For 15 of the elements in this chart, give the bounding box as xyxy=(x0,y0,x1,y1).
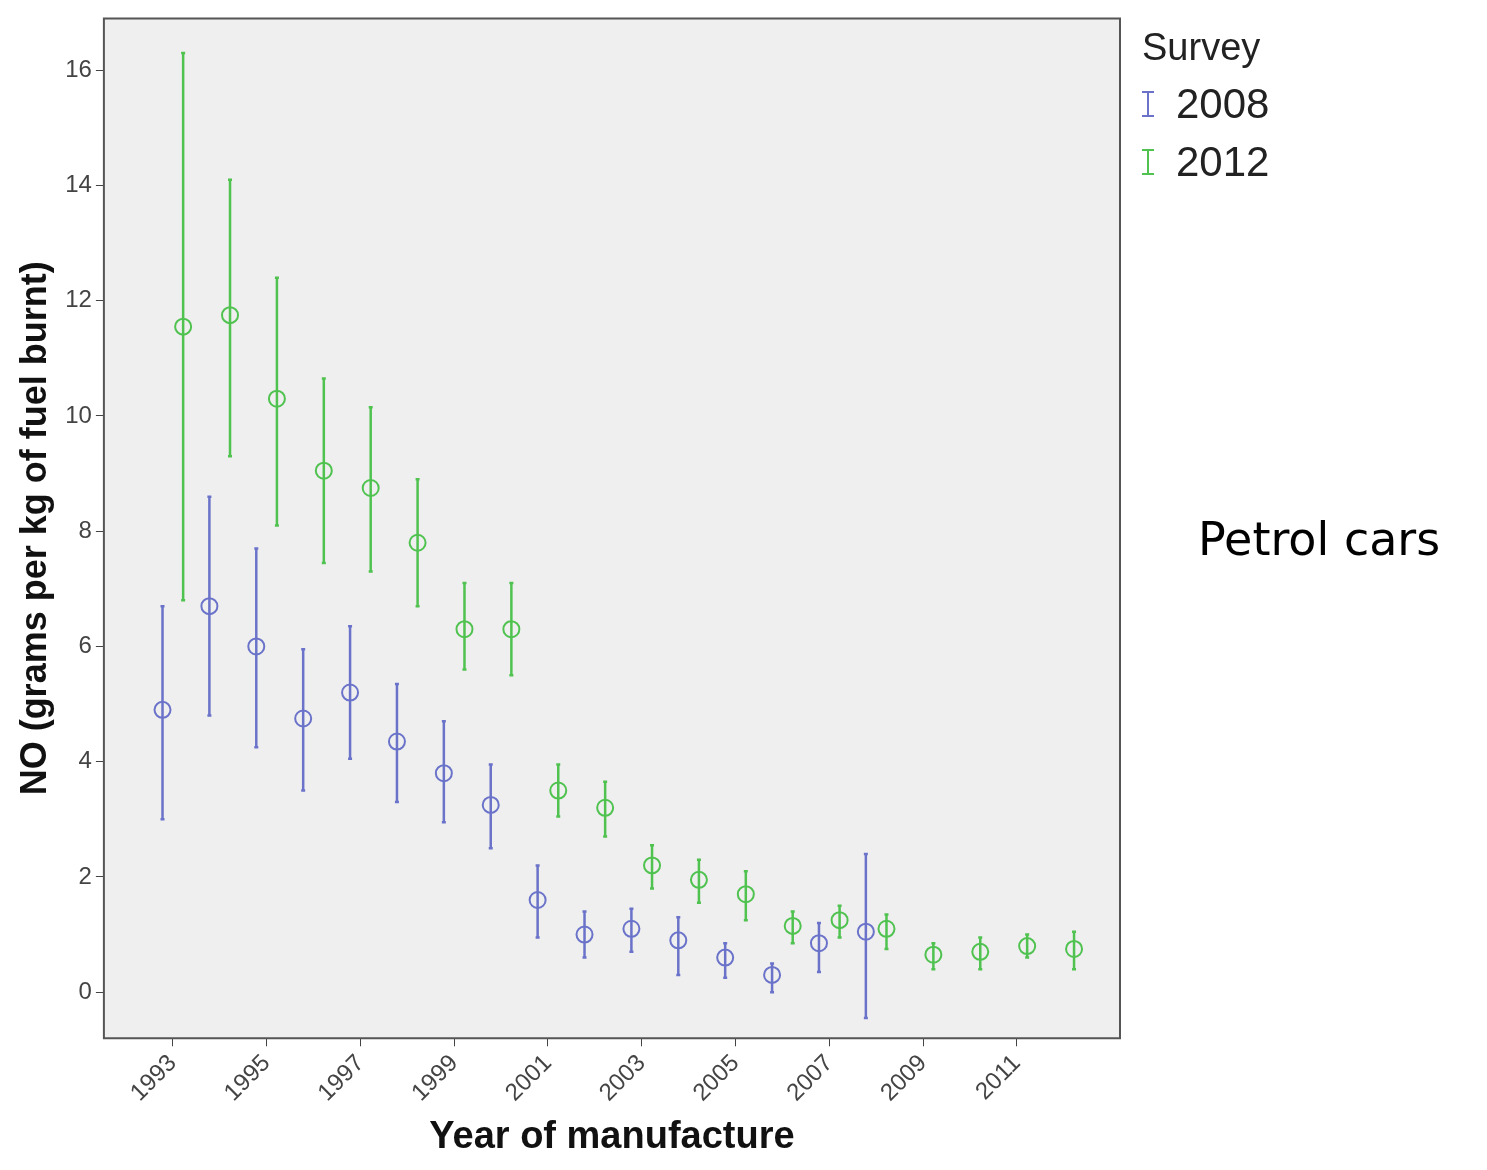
legend-title: Survey xyxy=(1142,26,1262,69)
legend-label: 2008 xyxy=(1176,80,1270,128)
y-tick-label: 4 xyxy=(78,746,92,774)
y-axis-title: NO (grams per kg of fuel burnt) xyxy=(12,261,54,796)
y-tick-label: 0 xyxy=(78,976,92,1004)
y-tick-label: 12 xyxy=(65,285,92,313)
text: Petrol cars xyxy=(1198,512,1441,566)
x-axis-title: Year of manufacture xyxy=(429,1113,795,1156)
y-tick-label: 16 xyxy=(65,54,92,82)
y-tick-label: 2 xyxy=(78,861,92,889)
legend-label: 2012 xyxy=(1176,138,1270,186)
y-tick-label: 6 xyxy=(78,631,92,659)
y-tick-label: 14 xyxy=(65,170,92,198)
y-tick-label: 8 xyxy=(78,515,92,543)
y-tick-label: 10 xyxy=(65,400,92,428)
